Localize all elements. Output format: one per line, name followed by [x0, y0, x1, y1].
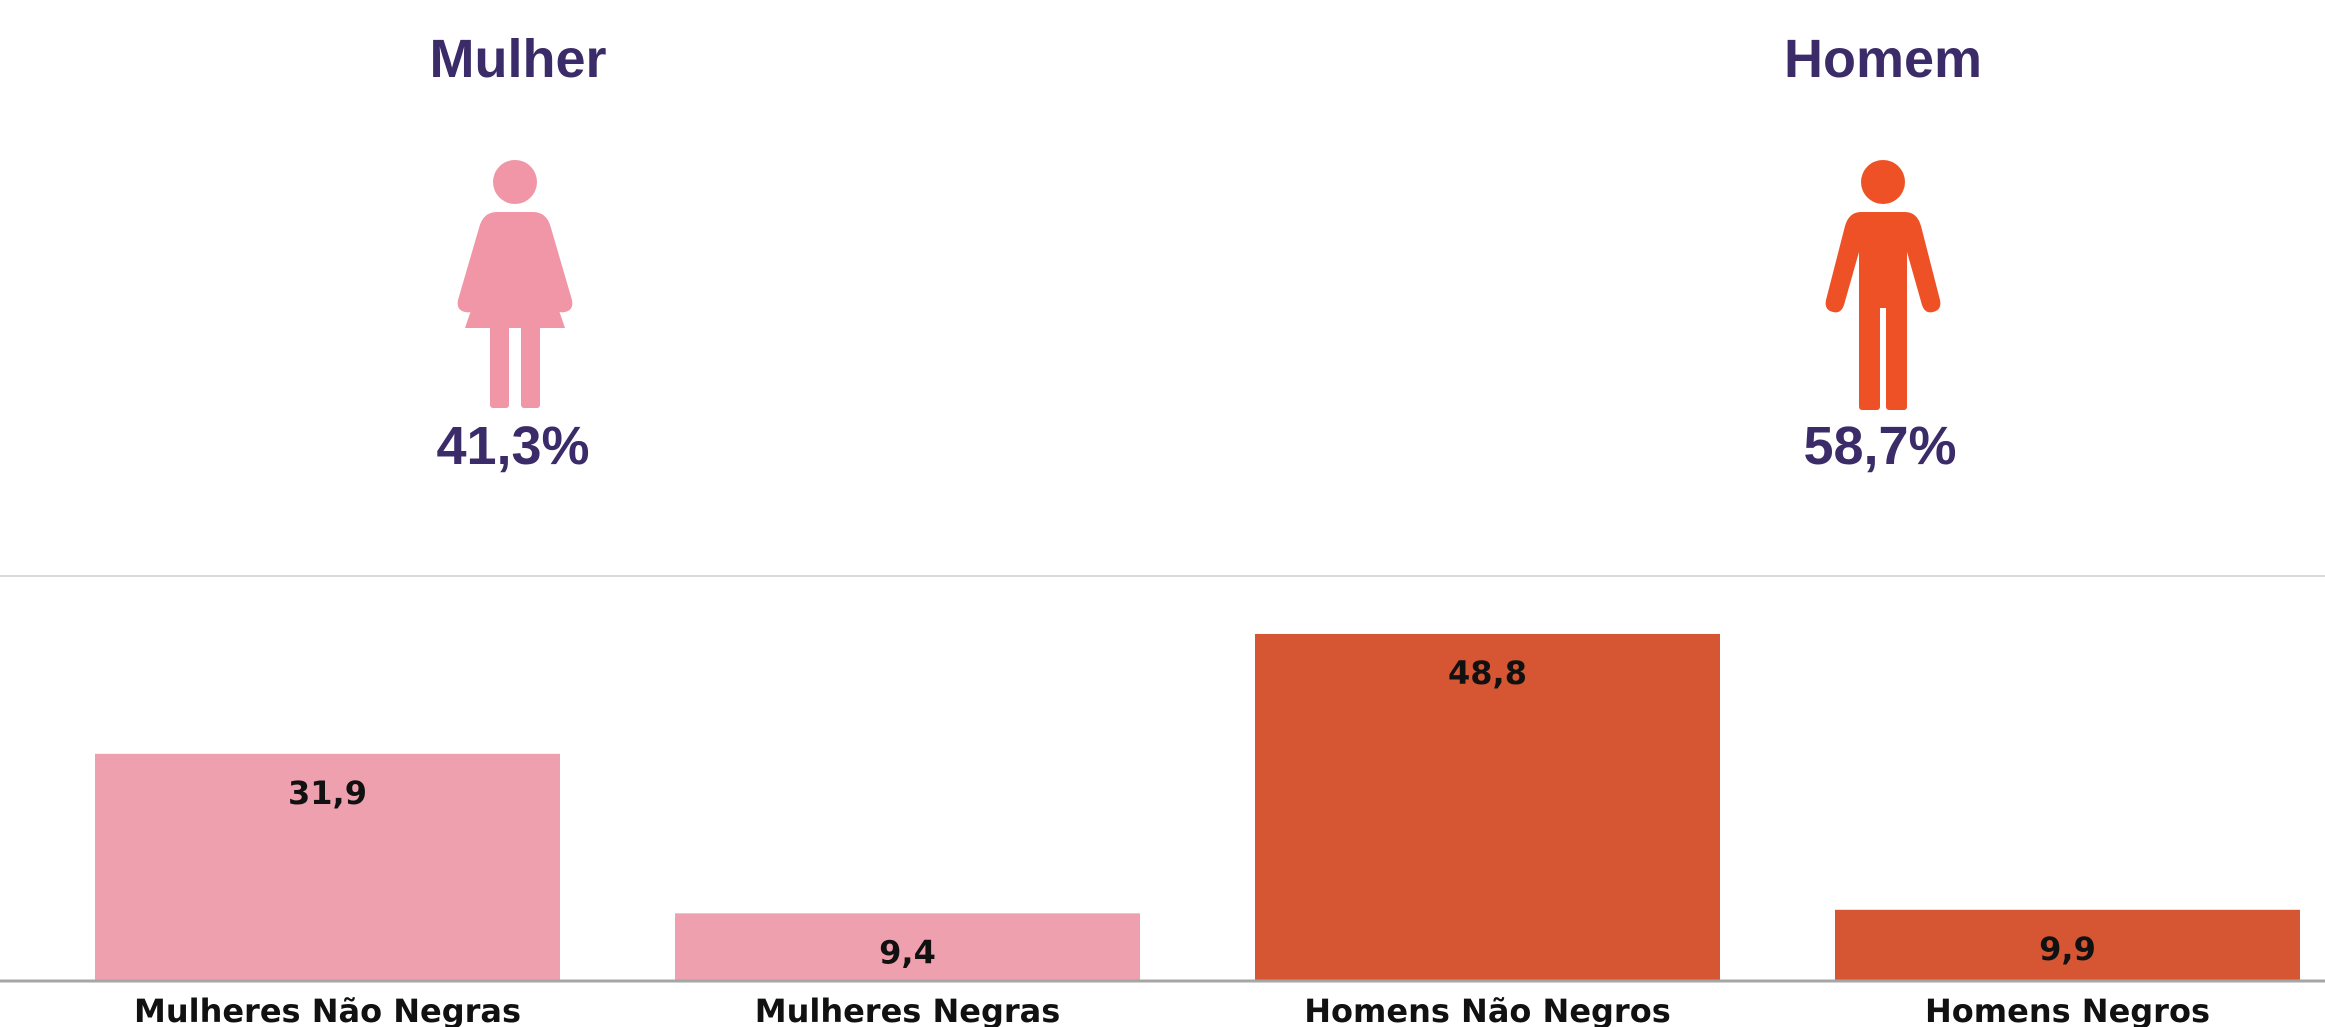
bar-2 [1255, 633, 1720, 980]
bar-1 [675, 913, 1140, 980]
category-label-0: Mulheres Não Negras [134, 992, 521, 1027]
gender-title-man: Homem [1783, 29, 1983, 89]
gender-percent-man: 58,7% [1803, 416, 1957, 476]
category-label-3: Homens Negros [1925, 992, 2210, 1027]
man-icon [1825, 160, 1941, 410]
section-divider [0, 575, 2325, 577]
category-label-2: Homens Não Negros [1304, 992, 1670, 1027]
bar-chart: 31,9 Mulheres Não Negras 9,4 Mulheres Negra… [0, 633, 2325, 1027]
bar-0 [95, 753, 560, 980]
bar-value-label-3: 9,9 [2039, 930, 2096, 968]
woman-icon [457, 160, 573, 408]
bar-value-label-2: 48,8 [1448, 654, 1527, 692]
bar-value-label-1: 9,4 [879, 933, 936, 971]
bar-3 [1835, 909, 2300, 980]
gender-percent-woman: 41,3% [436, 416, 590, 476]
category-label-1: Mulheres Negras [755, 992, 1061, 1027]
bar-value-label-0: 31,9 [288, 774, 367, 812]
gender-title-woman: Mulher [429, 29, 607, 89]
